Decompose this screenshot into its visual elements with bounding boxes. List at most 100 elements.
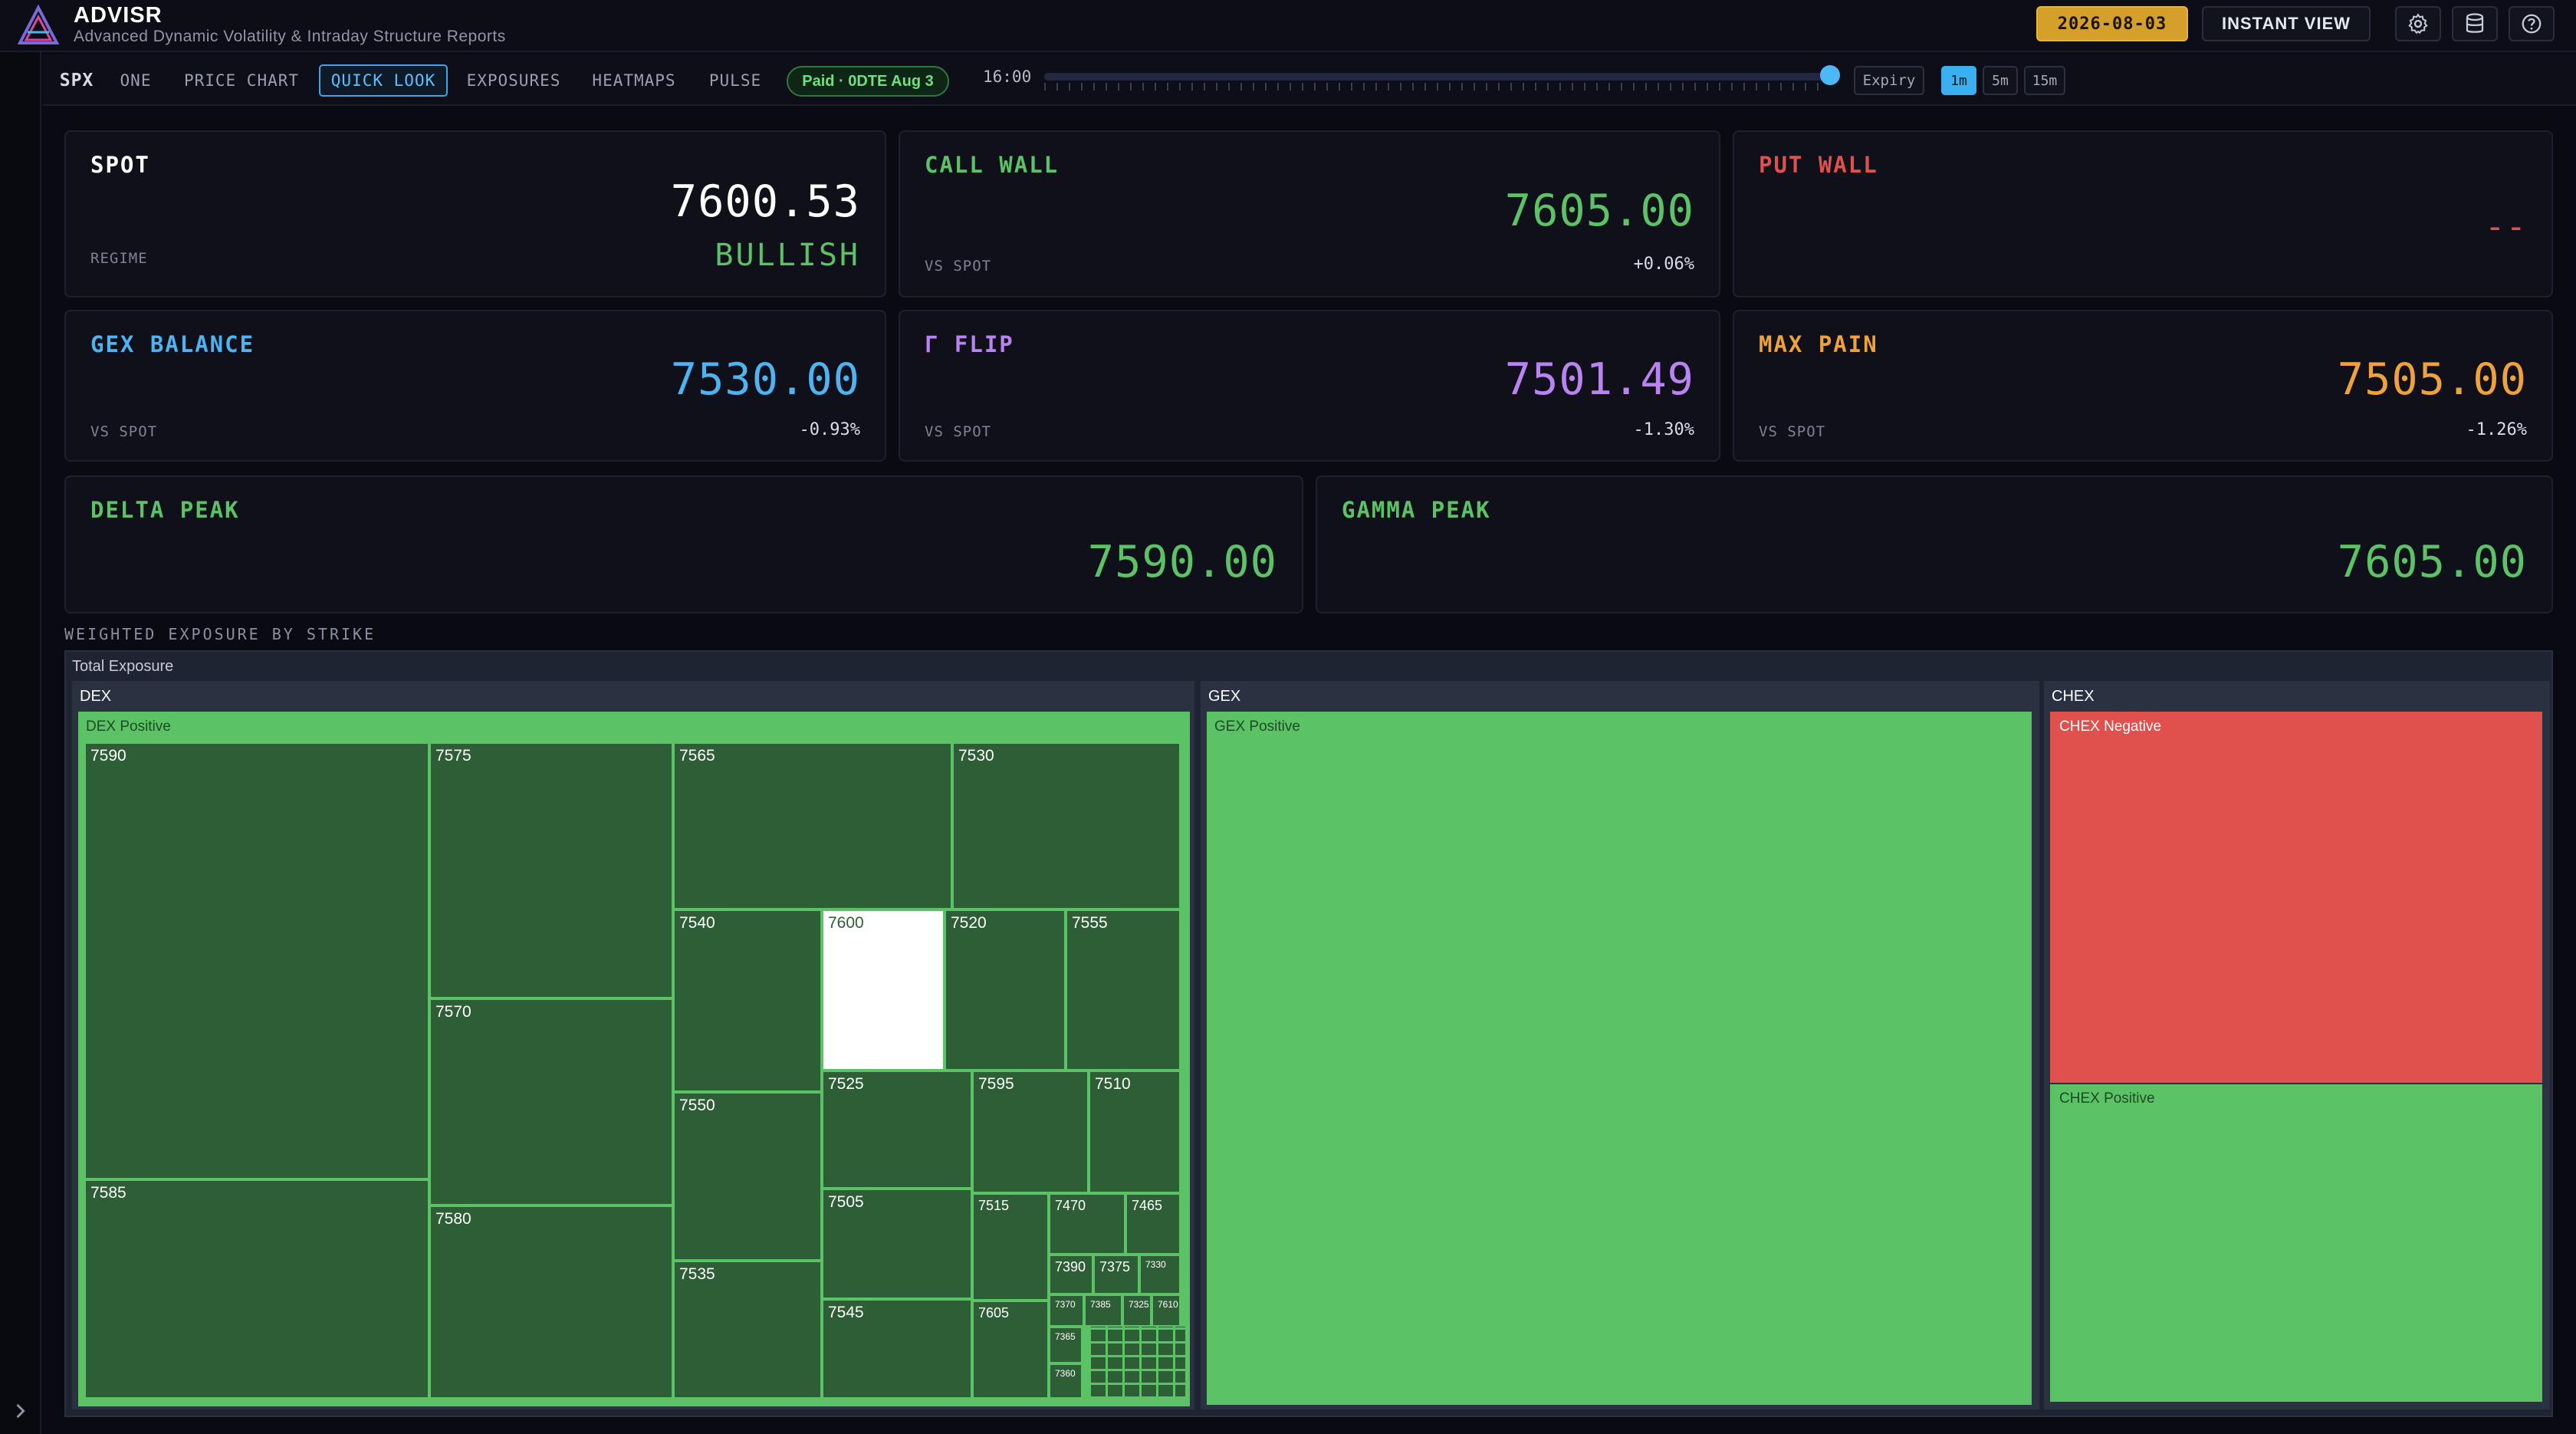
gamma-flip-value: 7501.49 xyxy=(1504,354,1694,405)
gex-balance-value: 7530.00 xyxy=(670,354,860,405)
strike-label: 7520 xyxy=(951,914,987,932)
gex-balance-title: GEX BALANCE xyxy=(90,331,255,357)
top-bar: ADVISR Advanced Dynamic Volatility & Int… xyxy=(0,0,2576,52)
timeframe-5m[interactable]: 5m xyxy=(1983,66,2018,95)
strike-label: 7555 xyxy=(1072,914,1108,932)
strike-cell[interactable]: 7590 xyxy=(83,741,431,1181)
strike-cell[interactable]: 7385 xyxy=(1083,1293,1124,1328)
dex-label: DEX xyxy=(80,688,112,705)
symbol-label[interactable]: SPX xyxy=(59,71,94,90)
left-rail xyxy=(0,52,41,1434)
subscription-badge: Paid · 0DTE Aug 3 xyxy=(787,66,949,97)
strike-label: 7600 xyxy=(828,914,864,932)
time-label: 16:00 xyxy=(983,67,1032,86)
strike-cell[interactable]: 7570 xyxy=(428,997,675,1207)
call-wall-value: 7605.00 xyxy=(1504,186,1694,236)
strike-label: 7505 xyxy=(828,1193,864,1211)
strike-cell[interactable]: 7360 xyxy=(1047,1362,1084,1400)
strike-label: 7385 xyxy=(1090,1299,1111,1310)
strike-label: 7590 xyxy=(90,747,127,765)
max-pain-card: MAX PAIN 7505.00 VS SPOT -1.26% xyxy=(1733,310,2553,462)
spot-strike-cell[interactable]: 7600 xyxy=(820,908,946,1072)
strike-label: 7535 xyxy=(679,1265,715,1283)
advisr-logo xyxy=(17,5,60,44)
strike-cell[interactable]: 7605 xyxy=(971,1299,1050,1400)
strike-cell[interactable]: 7510 xyxy=(1087,1069,1182,1195)
strike-label: 7575 xyxy=(435,747,472,765)
strike-cell[interactable]: 7575 xyxy=(428,741,675,1000)
strike-cell[interactable]: 7520 xyxy=(943,908,1067,1072)
spot-title: SPOT xyxy=(90,152,150,178)
tab-one[interactable]: ONE xyxy=(120,71,152,90)
strike-cell[interactable]: 7535 xyxy=(672,1259,823,1400)
strike-cell[interactable]: 7585 xyxy=(83,1178,431,1400)
strike-cell[interactable]: 7370 xyxy=(1047,1293,1086,1328)
strike-cell[interactable]: 7610 xyxy=(1150,1293,1182,1328)
chex-negative-block[interactable] xyxy=(2050,712,2542,1083)
strike-cell[interactable]: 7325 xyxy=(1121,1293,1153,1328)
strike-label: 7470 xyxy=(1055,1198,1086,1213)
regime-label: REGIME xyxy=(90,250,148,267)
time-slider-track[interactable] xyxy=(1044,73,1829,81)
tab-pulse[interactable]: PULSE xyxy=(708,71,762,90)
settings-button[interactable] xyxy=(2395,6,2441,41)
tab-heatmaps[interactable]: HEATMAPS xyxy=(592,71,676,90)
strike-label: 7365 xyxy=(1055,1331,1076,1342)
put-wall-card: PUT WALL -- xyxy=(1733,130,2553,298)
instant-view-button[interactable]: INSTANT VIEW xyxy=(2202,6,2371,41)
put-wall-value: -- xyxy=(2485,207,2527,246)
regime-value: BULLISH xyxy=(715,238,860,273)
time-slider-thumb[interactable] xyxy=(1820,65,1840,85)
strike-cell[interactable]: 7555 xyxy=(1064,908,1182,1072)
strike-cell[interactable]: 7580 xyxy=(428,1204,675,1400)
strike-cell[interactable]: 7565 xyxy=(672,741,954,911)
chex-positive-block[interactable] xyxy=(2050,1084,2542,1402)
strike-cell[interactable]: 7365 xyxy=(1047,1325,1084,1365)
chevron-right-icon[interactable] xyxy=(9,1400,31,1422)
max-pain-value: 7505.00 xyxy=(2337,354,2527,405)
strike-label: 7360 xyxy=(1055,1368,1076,1379)
strike-cell[interactable]: 7505 xyxy=(820,1187,974,1301)
strike-cell[interactable]: 7375 xyxy=(1092,1253,1141,1296)
strike-label: 7525 xyxy=(828,1075,864,1093)
strike-cell[interactable]: 7540 xyxy=(672,908,823,1094)
strike-cell[interactable]: 7530 xyxy=(951,741,1182,911)
tab-exposures[interactable]: EXPOSURES xyxy=(466,71,561,90)
date-picker-button[interactable]: 2026-08-03 xyxy=(2036,6,2188,41)
expiry-button[interactable]: Expiry xyxy=(1854,66,1924,95)
strike-cell[interactable]: 7515 xyxy=(971,1192,1050,1302)
gear-icon xyxy=(2408,13,2428,35)
help-button[interactable] xyxy=(2509,6,2555,41)
strike-cell[interactable]: 7545 xyxy=(820,1298,974,1400)
treemap-root-label: Total Exposure xyxy=(72,658,174,675)
gamma-peak-title: GAMMA PEAK xyxy=(1342,497,1491,523)
strike-label: 7370 xyxy=(1055,1299,1076,1310)
delta-peak-title: DELTA PEAK xyxy=(90,497,240,523)
tab-price-chart[interactable]: PRICE CHART xyxy=(183,71,300,90)
timeframe-15m[interactable]: 15m xyxy=(2024,66,2065,95)
strike-cell[interactable]: 7470 xyxy=(1047,1192,1127,1256)
data-button[interactable] xyxy=(2452,6,2498,41)
strike-cell[interactable]: 7330 xyxy=(1138,1253,1182,1296)
strike-label: 7330 xyxy=(1145,1259,1166,1270)
call-wall-change: +0.06% xyxy=(1633,255,1694,274)
chex-negative-label: CHEX Negative xyxy=(2059,719,2162,735)
gex-positive-block[interactable] xyxy=(1207,712,2032,1405)
max-pain-title: MAX PAIN xyxy=(1759,331,1878,357)
gex-positive-label: GEX Positive xyxy=(1214,719,1300,735)
strike-cell[interactable]: 7525 xyxy=(820,1069,974,1190)
strike-label: 7530 xyxy=(958,747,994,765)
spot-card: SPOT 7600.53 REGIME BULLISH xyxy=(64,130,886,298)
put-wall-title: PUT WALL xyxy=(1759,152,1878,178)
strike-cell[interactable]: 7390 xyxy=(1047,1253,1095,1296)
small-strikes-grid[interactable] xyxy=(1089,1327,1185,1399)
strike-label: 7545 xyxy=(828,1304,864,1321)
strike-cell[interactable]: 7550 xyxy=(672,1090,823,1262)
timeframe-1m[interactable]: 1m xyxy=(1941,66,1976,95)
dex-positive-label: DEX Positive xyxy=(86,719,171,735)
strike-cell[interactable]: 7465 xyxy=(1124,1192,1182,1256)
strike-cell[interactable]: 7595 xyxy=(971,1069,1090,1195)
max-pain-sub: VS SPOT xyxy=(1759,423,1826,440)
gex-balance-change: -0.93% xyxy=(799,420,860,439)
tab-quick-look[interactable]: QUICK LOOK xyxy=(319,64,448,97)
